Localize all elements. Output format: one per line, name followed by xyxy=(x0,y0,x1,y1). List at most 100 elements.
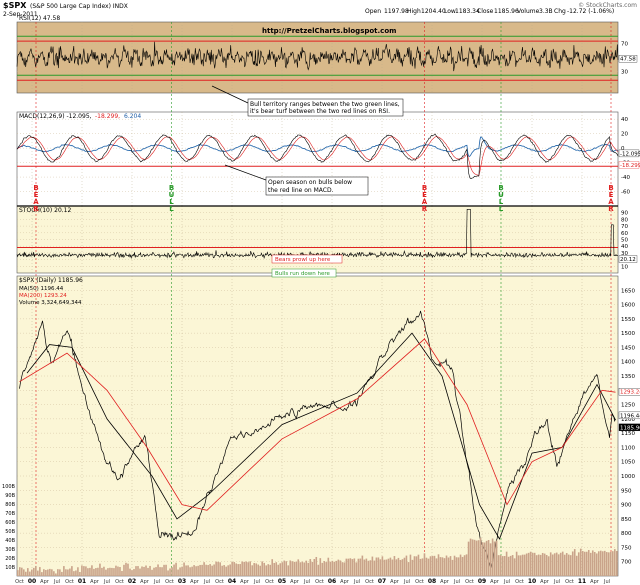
volume-bar xyxy=(549,552,552,576)
volume-tick-label: 40B xyxy=(5,538,15,544)
volume-bar xyxy=(599,550,602,576)
volume-bar xyxy=(199,564,201,576)
volume-bar xyxy=(61,571,63,576)
chart-date: 2-Sep-2011 xyxy=(3,11,38,18)
volume-bar xyxy=(377,557,380,576)
volume-bar xyxy=(573,549,576,576)
volume-bar xyxy=(281,562,284,576)
x-year-label: 03 xyxy=(178,578,186,585)
volume-bar xyxy=(365,558,368,576)
volume-bar xyxy=(483,542,486,576)
volume-bar xyxy=(17,570,19,576)
volume-bar xyxy=(341,562,344,576)
x-month-label: Jul xyxy=(253,579,260,585)
volume-bar xyxy=(117,566,119,576)
x-year-label: 11 xyxy=(578,578,586,585)
volume-bar xyxy=(253,563,255,576)
ma50-line xyxy=(26,332,616,540)
x-month-label: Jul xyxy=(553,579,560,585)
volume-bar xyxy=(361,555,364,576)
volume-bar xyxy=(201,564,203,576)
volume-bar xyxy=(91,565,93,576)
volume-bar xyxy=(151,569,153,576)
volume-bar xyxy=(77,567,79,576)
volume-bar xyxy=(481,542,484,576)
volume-bar xyxy=(355,562,358,576)
volume-bar xyxy=(595,553,598,576)
volume-bar xyxy=(23,569,25,576)
volume-bar xyxy=(463,555,466,576)
y-tick-label: 40 xyxy=(621,117,628,123)
volume-bar xyxy=(539,554,542,576)
macd-value-label: -18.299 xyxy=(620,163,640,169)
volume-bar xyxy=(251,565,253,576)
signal-letter: A xyxy=(33,198,39,206)
volume-bar xyxy=(437,554,440,576)
volume-bar xyxy=(491,538,494,576)
stoch-bears-annotation: Bears prowl up here xyxy=(271,254,343,264)
y-tick-label: -40 xyxy=(621,175,630,181)
volume-bar xyxy=(103,566,105,576)
y-tick-label: 950 xyxy=(621,488,632,494)
volume-bar xyxy=(85,566,87,576)
volume-value: 3.3B xyxy=(539,8,553,15)
volume-bar xyxy=(183,562,185,576)
x-year-label: 00 xyxy=(28,578,36,585)
y-tick-label: 1150 xyxy=(621,431,635,437)
stoch-value-label: 20.12 xyxy=(620,257,636,263)
volume-bar xyxy=(39,567,41,576)
volume-bar xyxy=(193,565,195,576)
volume-bar xyxy=(371,556,374,576)
x-month-label: Jul xyxy=(203,579,210,585)
volume-bar xyxy=(457,557,460,576)
volume-bar xyxy=(97,567,99,576)
rsi-annotation: Bull territory ranges between the two gr… xyxy=(211,85,404,117)
volume-bar xyxy=(75,570,77,576)
volume-bar xyxy=(331,560,334,576)
open-label: Open xyxy=(365,8,381,15)
volume-bar xyxy=(475,540,478,576)
volume-bar xyxy=(149,565,151,576)
signal-letter: R xyxy=(33,205,39,213)
x-year-label: 08 xyxy=(428,578,436,585)
y-tick-label: 1000 xyxy=(621,474,635,480)
volume-bar xyxy=(393,556,396,576)
x-month-label: Apr xyxy=(540,579,550,585)
y-tick-label: 1500 xyxy=(621,331,635,337)
volume-bar xyxy=(195,566,197,576)
volume-bar xyxy=(313,559,316,576)
price-value-box xyxy=(618,411,640,420)
x-month-label: Apr xyxy=(140,579,150,585)
volume-bar xyxy=(575,555,578,576)
chg-value: -12.72 (-1.06%) xyxy=(567,8,614,15)
x-month-label: Apr xyxy=(290,579,300,585)
volume-bar xyxy=(379,559,382,576)
signal-letter: E xyxy=(609,191,614,199)
volume-bar xyxy=(419,558,422,576)
x-month-label: Oct xyxy=(365,579,374,585)
x-month-label: Jul xyxy=(453,579,460,585)
volume-bar xyxy=(295,561,298,576)
volume-bar xyxy=(479,537,482,576)
volume-bar xyxy=(591,550,594,576)
volume-bar xyxy=(27,568,29,576)
volume-bar xyxy=(527,552,530,576)
volume-bar xyxy=(63,566,65,576)
volume-tick-label: 30B xyxy=(5,547,15,553)
x-year-label: 06 xyxy=(328,578,336,585)
volume-bar xyxy=(499,555,502,576)
volume-bar xyxy=(415,556,418,576)
chart-index-name: (S&P 500 Large Cap Index) INDX xyxy=(30,3,128,10)
volume-bar xyxy=(135,566,137,576)
macd-note-line2: the red line on MACD. xyxy=(268,187,334,194)
volume-bar xyxy=(69,568,71,576)
volume-bar xyxy=(407,562,410,576)
volume-bar xyxy=(317,564,320,576)
volume-bar xyxy=(47,569,49,576)
y-tick-label: 1650 xyxy=(621,288,635,294)
volume-bar xyxy=(209,564,211,576)
volume-bar xyxy=(555,552,558,576)
signal-letter: U xyxy=(169,191,175,199)
signal-letter: R xyxy=(608,205,614,213)
